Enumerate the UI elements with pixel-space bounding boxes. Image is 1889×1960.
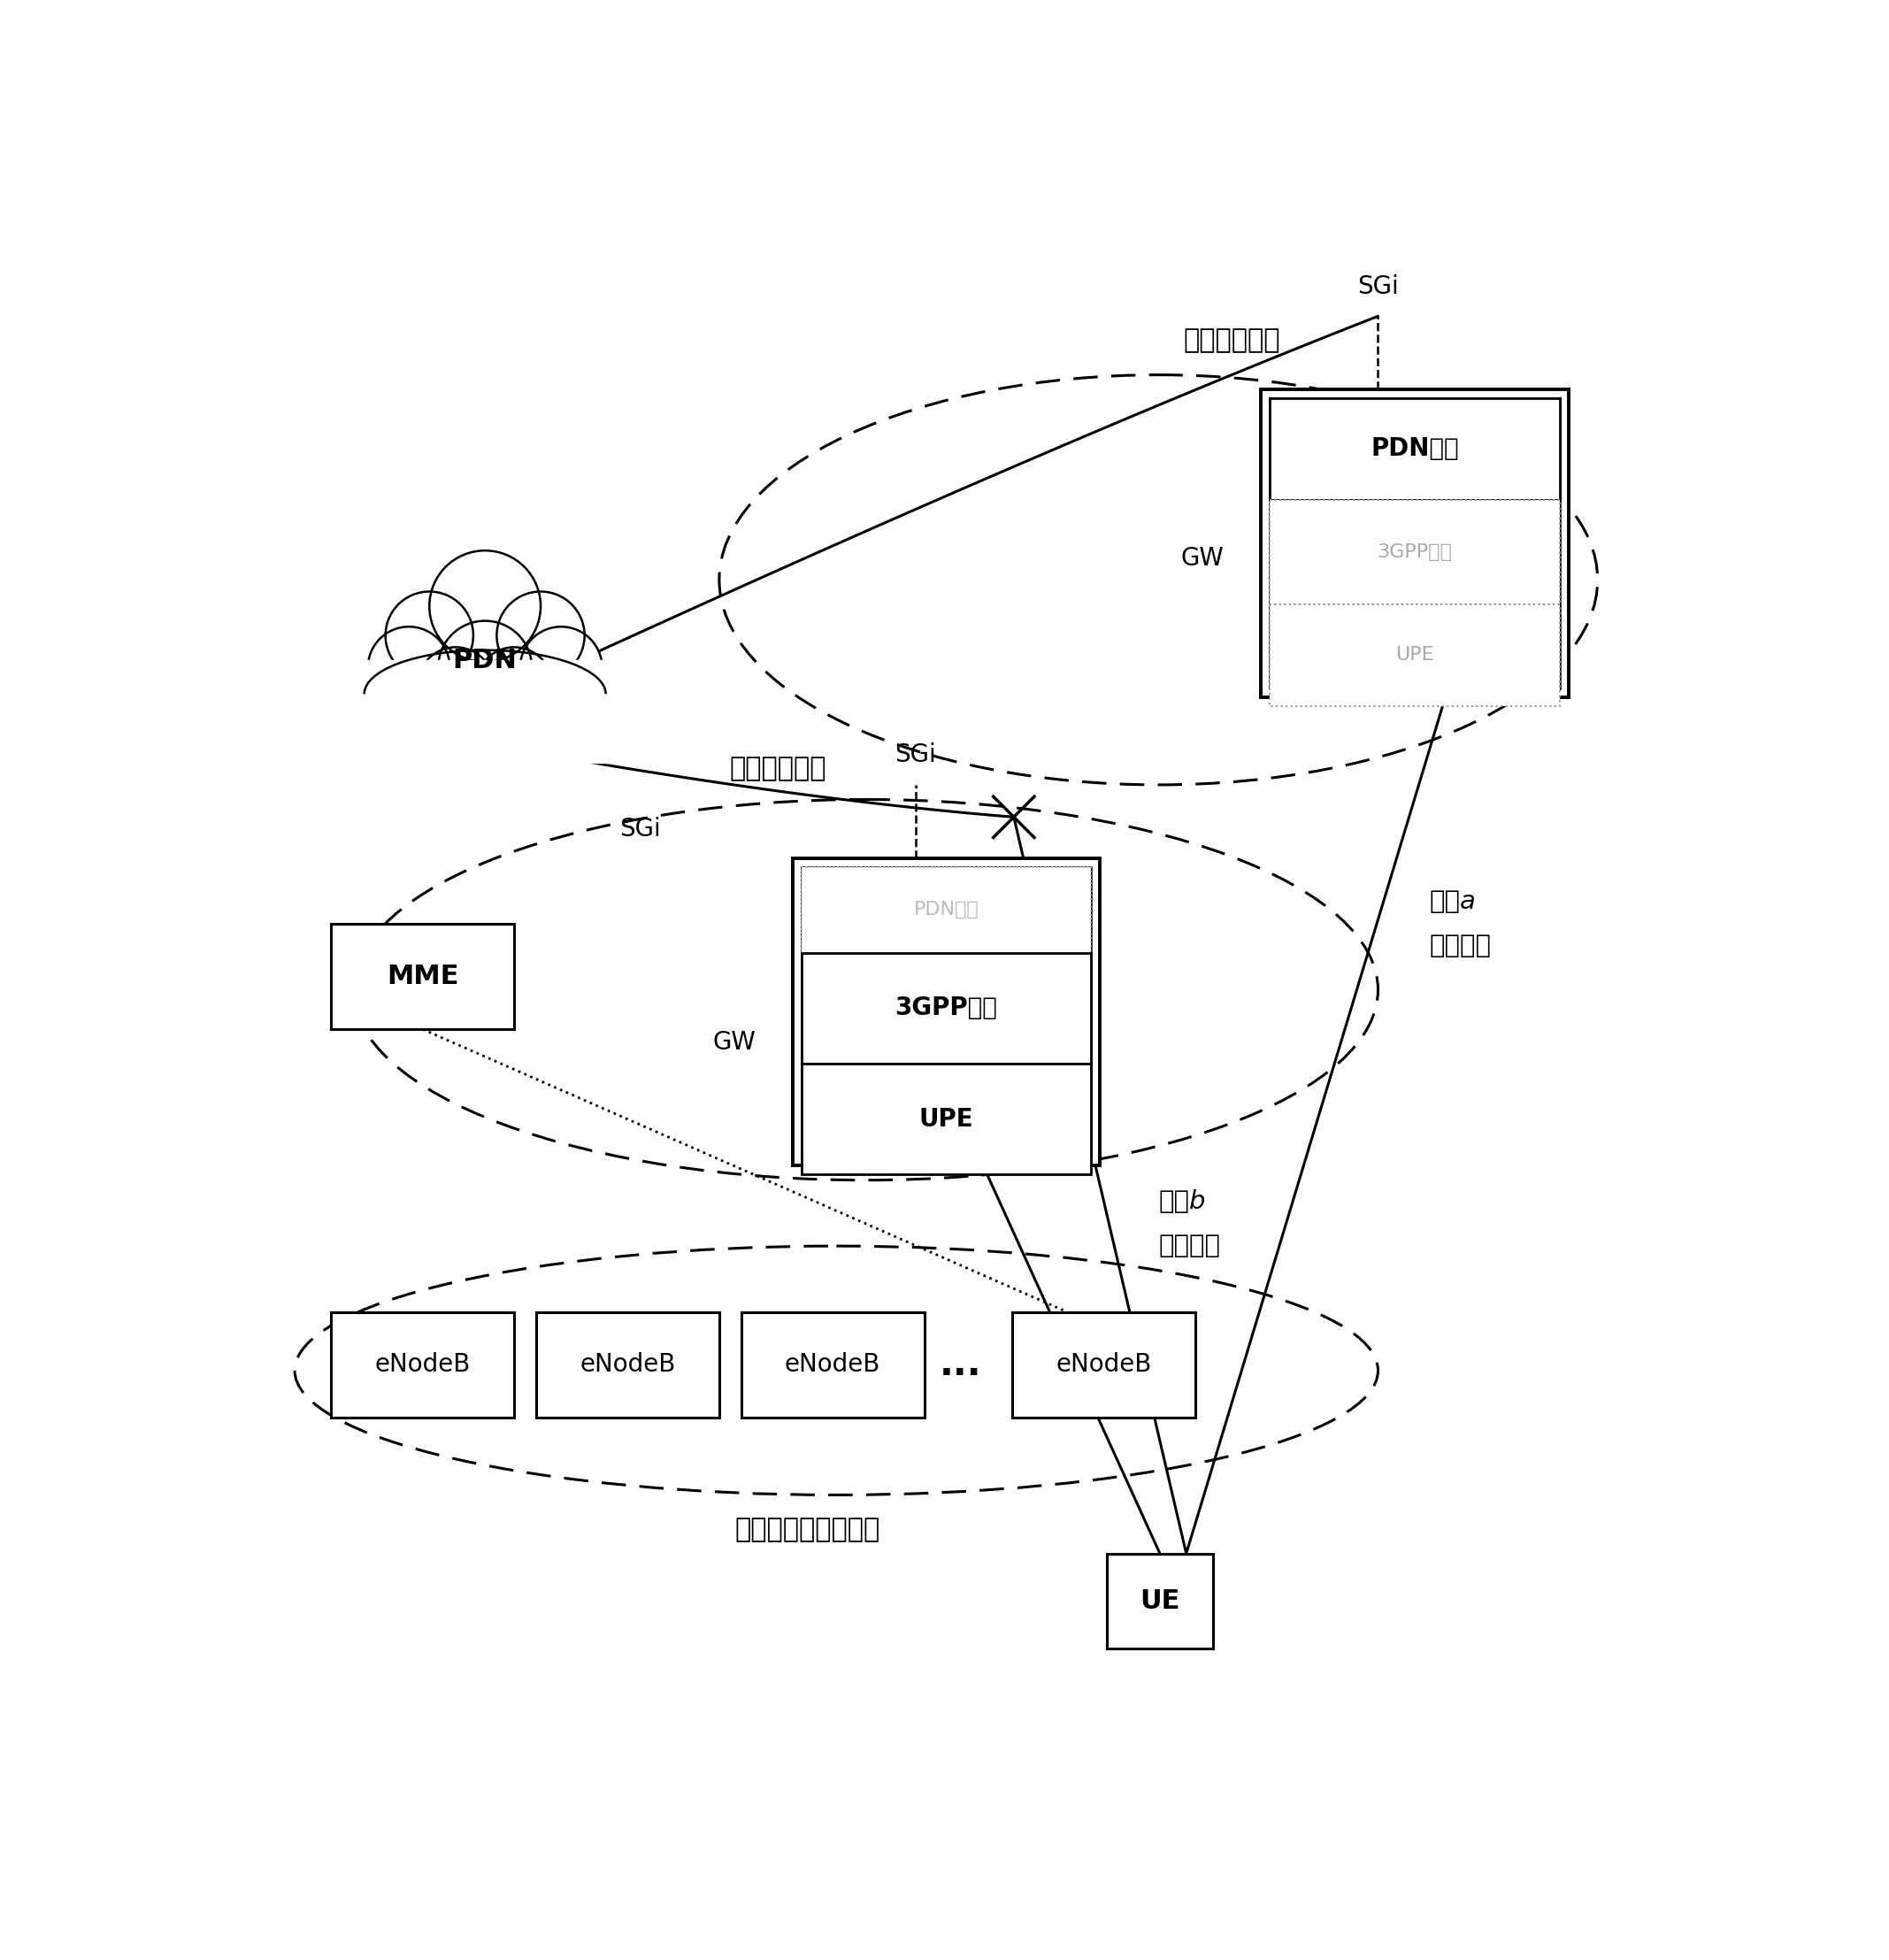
Text: eNodeB: eNodeB <box>1056 1352 1152 1378</box>
Text: UPE: UPE <box>1396 647 1434 664</box>
Text: 漫游地本地域: 漫游地本地域 <box>729 757 825 782</box>
Text: PDN: PDN <box>453 647 518 672</box>
Text: 路径a: 路径a <box>1430 890 1475 915</box>
Bar <box>1269 500 1560 604</box>
Text: GW: GW <box>1181 547 1224 570</box>
Bar <box>1269 398 1560 688</box>
Bar <box>346 661 623 762</box>
Text: 归属业务: 归属业务 <box>1430 933 1490 958</box>
Text: 本地业务: 本地业务 <box>1158 1233 1220 1258</box>
Bar <box>801 1064 1092 1174</box>
Bar <box>740 1311 924 1417</box>
Text: 漫游地本地域覆盖区: 漫游地本地域覆盖区 <box>735 1517 880 1543</box>
Text: PDN网关: PDN网关 <box>1371 437 1458 461</box>
Text: UPE: UPE <box>918 1107 973 1131</box>
Text: UE: UE <box>1139 1588 1181 1613</box>
Text: ...: ... <box>939 1347 982 1384</box>
Circle shape <box>368 627 450 710</box>
Bar <box>536 1311 720 1417</box>
Text: 3GPP错点: 3GPP错点 <box>1377 543 1453 561</box>
Text: SGi: SGi <box>620 817 661 841</box>
Text: SGi: SGi <box>1356 274 1398 298</box>
Circle shape <box>476 647 552 723</box>
Bar <box>801 866 1092 953</box>
Bar <box>793 858 1099 1166</box>
Circle shape <box>497 592 584 680</box>
Text: eNodeB: eNodeB <box>580 1352 676 1378</box>
Text: 路径b: 路径b <box>1158 1190 1205 1215</box>
Text: eNodeB: eNodeB <box>784 1352 880 1378</box>
Text: 归属地本地域: 归属地本地域 <box>1183 327 1281 353</box>
Bar <box>1262 390 1568 698</box>
Text: 3GPP错点: 3GPP错点 <box>895 996 997 1021</box>
Circle shape <box>385 592 474 680</box>
Text: GW: GW <box>712 1031 756 1054</box>
Bar <box>1269 398 1560 500</box>
Circle shape <box>519 627 603 710</box>
Bar <box>801 866 1092 1156</box>
Text: MME: MME <box>387 964 459 990</box>
Text: PDN网关: PDN网关 <box>914 902 979 919</box>
Bar <box>1107 1554 1213 1648</box>
Circle shape <box>417 647 493 723</box>
Bar <box>331 1311 514 1417</box>
Circle shape <box>438 621 533 715</box>
Bar <box>1269 604 1560 706</box>
Text: eNodeB: eNodeB <box>374 1352 470 1378</box>
Circle shape <box>429 551 540 662</box>
Bar <box>801 953 1092 1064</box>
Bar <box>1013 1311 1196 1417</box>
Bar <box>331 923 514 1029</box>
Text: SGi: SGi <box>895 743 937 766</box>
